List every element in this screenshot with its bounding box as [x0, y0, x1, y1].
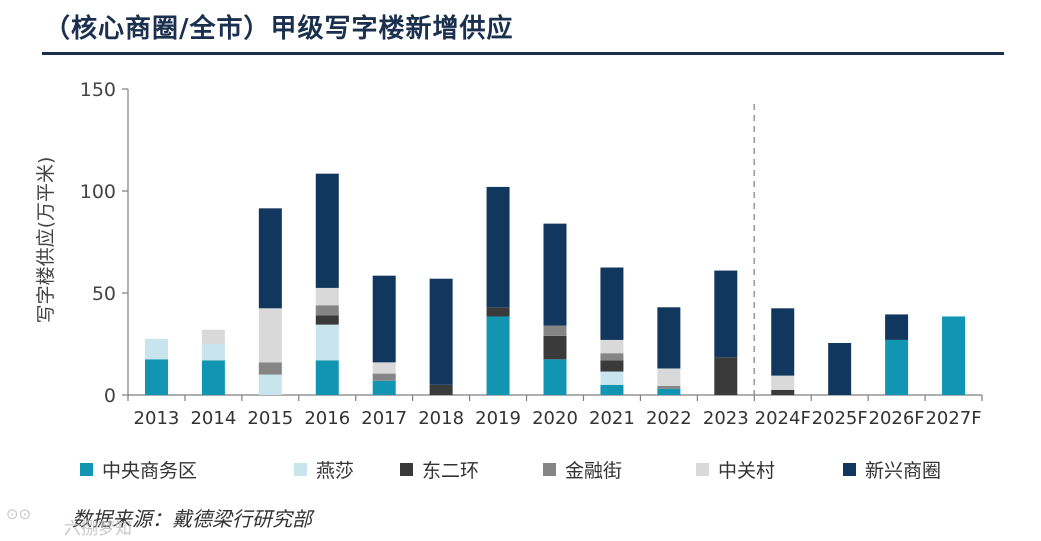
bar-segment: [429, 384, 453, 395]
y-tick-label: 100: [80, 181, 116, 203]
legend-item: 中关村: [696, 456, 775, 483]
bar-segment: [201, 344, 225, 361]
bar-segment: [600, 353, 624, 361]
legend-label: 东二环: [422, 460, 480, 482]
chart-legend: 中央商务区 燕莎 东二环 金融街 中关村 新兴商圈: [80, 456, 1000, 486]
legend-item: 新兴商圈: [843, 456, 941, 483]
legend-item: 东二环: [400, 456, 479, 483]
bar-segment: [315, 173, 339, 288]
x-tick-label: 2014: [190, 408, 236, 429]
watermark-text: 六捌梦知: [64, 519, 132, 539]
bar-segment: [372, 373, 396, 381]
data-source-note: 数据来源：戴德梁行研究部: [72, 507, 312, 531]
x-tick-label: 2013: [134, 408, 180, 429]
x-tick-label: 2015: [247, 408, 293, 429]
legend-swatch: [400, 463, 413, 476]
bar-segment: [486, 316, 510, 395]
page-title: （核心商圈/全市）甲级写字楼新增供应: [44, 14, 514, 44]
bar-segment: [144, 359, 168, 395]
bar-segment: [144, 338, 168, 360]
x-tick-label: 2027F: [925, 408, 981, 429]
x-tick-label: 2020: [532, 408, 578, 429]
legend-swatch: [543, 463, 556, 476]
x-tick-label: 2016: [304, 408, 350, 429]
legend-swatch: [843, 463, 856, 476]
x-tick-label: 2023: [703, 408, 749, 429]
bar-segment: [600, 339, 624, 354]
x-tick-label: 2024F: [755, 408, 811, 429]
bar-segment: [201, 360, 225, 395]
y-axis-title: 写字楼供应(万平米): [35, 157, 57, 324]
bar-segment: [543, 335, 567, 360]
bar-segment: [600, 267, 624, 340]
bar-segment: [429, 278, 453, 385]
legend-label: 中央商务区: [102, 460, 198, 482]
legend-label: 金融街: [565, 460, 623, 482]
y-tick-label: 50: [92, 283, 116, 305]
legend-label: 燕莎: [316, 460, 355, 482]
legend-swatch: [696, 463, 709, 476]
bar-segment: [771, 375, 795, 390]
bar-segment: [771, 389, 795, 395]
bar-segment: [600, 384, 624, 395]
watermark-icon: ⊙⊙: [6, 505, 32, 523]
legend-item: 中央商务区: [80, 456, 197, 483]
stacked-bar-chart: 0 50 100 150 写字楼供应(万平米) 2013 2014 2015 2016 2017 2…: [35, 79, 983, 429]
bar-segment: [258, 374, 282, 395]
bar-segment: [543, 325, 567, 336]
bar-segment: [315, 324, 339, 361]
legend-swatch: [80, 463, 93, 476]
bar-segment: [600, 371, 624, 385]
bar-segment: [714, 357, 738, 395]
bar-segment: [771, 308, 795, 376]
bar-segment: [714, 270, 738, 358]
x-tick-label: 2019: [475, 408, 521, 429]
bar-segment: [315, 287, 339, 306]
bar-segment: [486, 186, 510, 308]
bar-segment: [372, 380, 396, 395]
legend-label: 中关村: [718, 460, 776, 482]
bar-segment: [828, 342, 852, 395]
bar-segment: [657, 388, 681, 395]
bar-segment: [600, 360, 624, 372]
x-tick-label: 2026F: [869, 408, 925, 429]
bar-segment: [486, 307, 510, 317]
legend-item: 金融街: [543, 456, 622, 483]
bar-segment: [657, 368, 681, 386]
legend-item: 燕莎: [294, 456, 354, 483]
bar-segment: [201, 329, 225, 344]
bar-segment: [942, 316, 966, 395]
x-tick-label: 2017: [361, 408, 407, 429]
x-tick-label: 2018: [418, 408, 464, 429]
bar-segment: [258, 308, 282, 363]
bar-segment: [315, 305, 339, 316]
bar-segment: [315, 360, 339, 395]
bar-segment: [885, 314, 909, 340]
x-tick-label: 2022: [646, 408, 692, 429]
bar-segment: [657, 385, 681, 389]
bar-segment: [258, 208, 282, 309]
bar-segment: [372, 362, 396, 374]
y-tick-label: 150: [80, 79, 116, 101]
bar-segment: [885, 339, 909, 395]
y-tick-label: 0: [104, 385, 116, 407]
legend-swatch: [294, 463, 307, 476]
x-tick-label: 2021: [589, 408, 635, 429]
bar-segment: [258, 362, 282, 375]
title-underline: [42, 52, 1004, 55]
x-tick-label: 2025F: [812, 408, 868, 429]
bar-segment: [372, 275, 396, 363]
bar-segment: [315, 315, 339, 325]
bar-segment: [657, 307, 681, 369]
bar-segment: [543, 223, 567, 326]
bar-segment: [543, 359, 567, 395]
legend-label: 新兴商圈: [865, 460, 942, 482]
